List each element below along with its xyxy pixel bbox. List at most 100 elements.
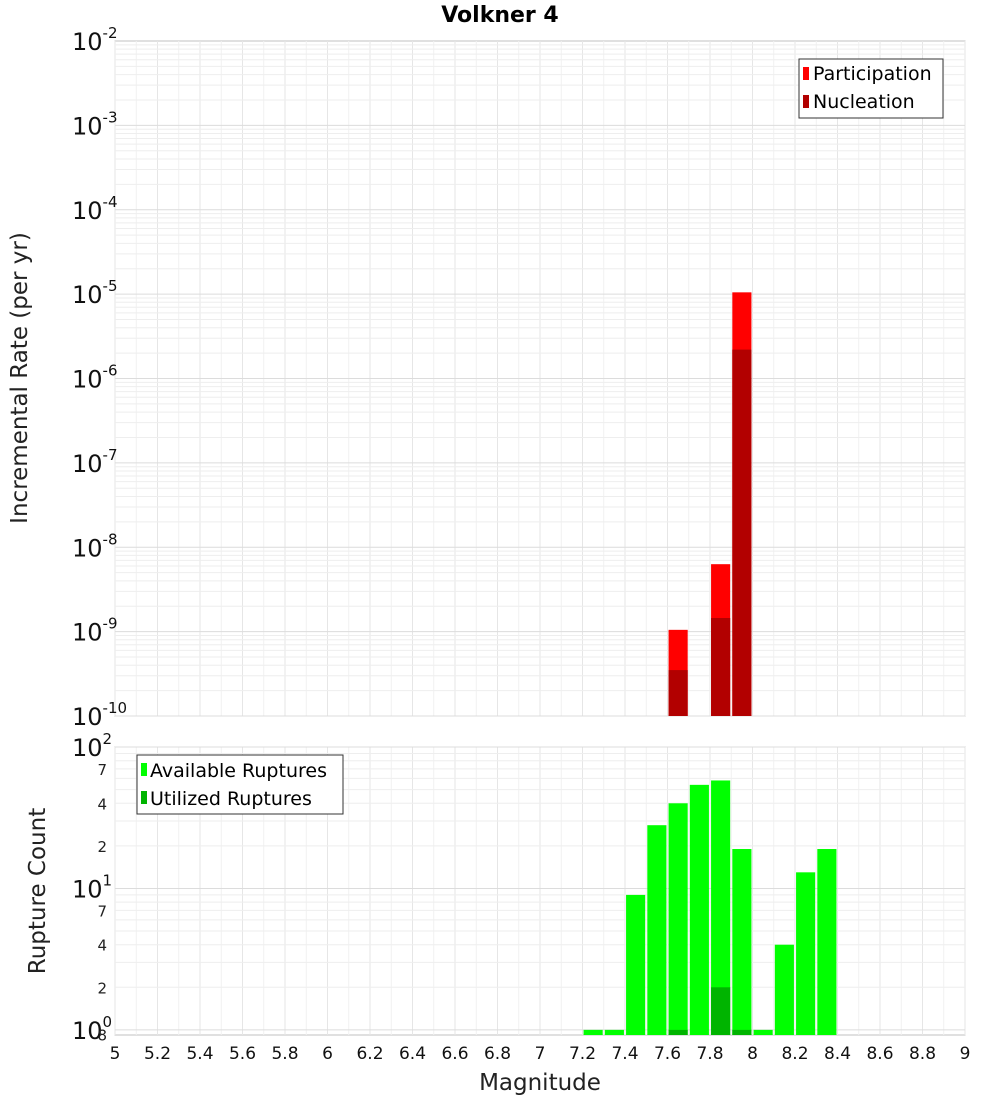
- top-y-tick-label: 10-6: [72, 362, 118, 394]
- legend-label-available: Available Ruptures: [150, 760, 327, 782]
- available-ruptures-bar: [732, 849, 752, 1035]
- bottom-y-minor-tick-label: 2: [97, 979, 107, 997]
- legend-label-utilized: Utilized Ruptures: [150, 788, 312, 810]
- x-tick-label: 6.8: [484, 1044, 511, 1064]
- bottom-y-axis-label: Rupture Count: [25, 808, 51, 974]
- x-tick-label: 7.2: [569, 1044, 596, 1064]
- legend-swatch-utilized: [141, 791, 147, 804]
- available-ruptures-bar: [817, 849, 837, 1035]
- utilized-ruptures-bar: [711, 987, 731, 1035]
- x-tick-label: 7.4: [611, 1044, 638, 1064]
- available-ruptures-bar: [689, 784, 709, 1035]
- tick-exponent: 1: [103, 871, 113, 889]
- bottom-y-minor-tick-label: 4: [97, 937, 107, 955]
- tick-base: 10: [72, 366, 103, 394]
- tick-base: 10: [72, 281, 103, 309]
- bottom-y-minor-tick-label: 2: [97, 838, 107, 856]
- legend-swatch-nucleation: [803, 95, 809, 108]
- tick-base: 10: [72, 112, 103, 140]
- tick-exponent: -9: [103, 615, 118, 633]
- top-y-tick-label: 10-7: [72, 446, 118, 478]
- top-y-tick-label: 10-10: [72, 699, 127, 731]
- available-ruptures-bar: [774, 944, 794, 1035]
- tick-base: 10: [72, 1017, 103, 1045]
- utilized-ruptures-bar: [668, 1029, 688, 1035]
- available-ruptures-bar: [753, 1029, 773, 1035]
- tick-base: 10: [72, 703, 103, 731]
- utilized-ruptures-bar: [732, 1029, 752, 1035]
- x-tick-label: 6: [322, 1044, 333, 1064]
- top-grid: [114, 41, 966, 717]
- available-ruptures-bar: [796, 872, 816, 1035]
- available-ruptures-bar: [583, 1029, 603, 1035]
- top-y-axis-label: Incremental Rate (per yr): [7, 232, 33, 524]
- tick-exponent: 2: [103, 730, 113, 748]
- legend-label-nucleation: Nucleation: [813, 91, 915, 113]
- x-tick-label: 8.2: [781, 1044, 808, 1064]
- tick-exponent: -6: [103, 362, 118, 380]
- bottom-y-minor-tick-label: 4: [97, 795, 107, 813]
- x-tick-label: 8.8: [909, 1044, 936, 1064]
- tick-base: 10: [72, 450, 103, 478]
- tick-exponent: -8: [103, 530, 118, 548]
- bottom-y-minor-tick-label: 7: [97, 761, 107, 779]
- x-axis-label: Magnitude: [479, 1070, 601, 1096]
- x-tick-label: 5: [110, 1044, 121, 1064]
- top-legend: Participation Nucleation: [798, 58, 944, 119]
- tick-base: 10: [72, 197, 103, 225]
- top-y-tick-label: 10-2: [72, 24, 118, 56]
- tick-exponent: -2: [103, 24, 118, 42]
- tick-exponent: -3: [103, 108, 118, 126]
- x-tick-label: 6.2: [356, 1044, 383, 1064]
- tick-base: 10: [72, 534, 103, 562]
- tick-base: 10: [72, 619, 103, 647]
- tick-exponent: -7: [103, 446, 118, 464]
- top-y-tick-labels: 10-210-310-410-510-610-710-810-910-10: [72, 24, 127, 731]
- available-ruptures-bar: [626, 894, 646, 1035]
- available-ruptures-bar: [711, 780, 731, 1035]
- x-tick-label: 8.6: [866, 1044, 893, 1064]
- nucleation-bar: [668, 670, 688, 716]
- top-y-tick-label: 10-9: [72, 615, 118, 647]
- tick-base: 10: [72, 734, 103, 762]
- available-ruptures-bar: [668, 803, 688, 1035]
- x-tick-label: 5.4: [186, 1044, 213, 1064]
- legend-swatch-participation: [803, 67, 809, 80]
- x-tick-label: 9: [960, 1044, 971, 1064]
- x-tick-label: 6.4: [399, 1044, 426, 1064]
- nucleation-bar: [732, 349, 752, 716]
- incremental-rate-panel: 10-210-310-410-510-610-710-810-910-10 In…: [7, 24, 966, 731]
- bottom-y-minor-tick-label: 8: [97, 1026, 107, 1044]
- tick-exponent: -10: [103, 699, 128, 717]
- available-ruptures-bar: [647, 825, 667, 1035]
- top-y-tick-label: 10-8: [72, 530, 118, 562]
- bottom-legend-box: [136, 754, 344, 815]
- bottom-y-tick-label: 100: [72, 1013, 112, 1045]
- chart-title: Volkner 4: [441, 3, 559, 28]
- bottom-y-minor-tick-label: 7: [97, 902, 107, 920]
- x-tick-label: 6.6: [441, 1044, 468, 1064]
- bottom-y-tick-label: 101: [72, 871, 112, 903]
- x-tick-label: 7.6: [654, 1044, 681, 1064]
- top-y-tick-label: 10-4: [72, 193, 118, 225]
- x-tick-label: 5.6: [229, 1044, 256, 1064]
- legend-swatch-available: [141, 763, 147, 776]
- tick-exponent: -5: [103, 277, 118, 295]
- x-tick-label: 8.4: [824, 1044, 851, 1064]
- available-ruptures-bar: [604, 1029, 624, 1035]
- bottom-bars: [583, 780, 837, 1035]
- top-y-tick-label: 10-5: [72, 277, 118, 309]
- x-tick-label: 8: [747, 1044, 758, 1064]
- bottom-legend: Available Ruptures Utilized Ruptures: [136, 754, 344, 815]
- tick-base: 10: [72, 28, 103, 56]
- x-tick-label: 5.8: [271, 1044, 298, 1064]
- tick-exponent: 0: [103, 1013, 113, 1031]
- x-tick-label: 7.8: [696, 1044, 723, 1064]
- nucleation-bar: [711, 618, 731, 716]
- bottom-y-tick-label: 102: [72, 730, 112, 762]
- tick-exponent: -4: [103, 193, 118, 211]
- x-tick-labels: 5 5.2 5.4 5.6 5.8 6 6.2 6.4 6.6 6.8 7 7.2 7.4 7.6 7.8 8…: [110, 1044, 971, 1064]
